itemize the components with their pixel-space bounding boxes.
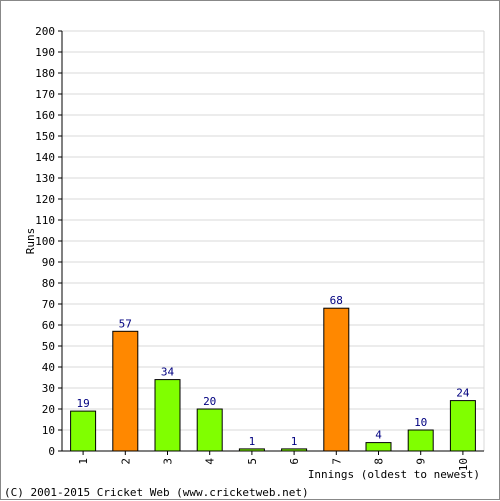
y-tick-label: 30	[42, 382, 55, 395]
data-label: 4	[375, 429, 382, 442]
bar	[70, 410, 97, 452]
y-tick-label: 50	[42, 340, 55, 353]
y-tick-label: 70	[42, 298, 55, 311]
y-tick-label: 90	[42, 256, 55, 269]
data-label: 34	[161, 366, 175, 379]
y-tick-label: 80	[42, 277, 55, 290]
y-tick-label: 0	[48, 445, 55, 458]
x-tick-label: 9	[415, 458, 428, 465]
data-label: 20	[203, 395, 216, 408]
y-tick-label: 160	[35, 109, 55, 122]
y-tick-label: 140	[35, 151, 55, 164]
data-label: 19	[76, 397, 89, 410]
bar	[281, 448, 308, 452]
bar	[323, 307, 350, 452]
x-tick-label: 10	[457, 458, 470, 471]
data-label: 1	[249, 435, 256, 448]
y-tick-label: 110	[35, 214, 55, 227]
y-tick-label: 130	[35, 172, 55, 185]
bar	[449, 400, 476, 452]
y-tick-label: 150	[35, 130, 55, 143]
bar	[154, 379, 181, 452]
data-label: 10	[414, 416, 427, 429]
axis-layer: 0102030405060708090100110120130140150160…	[35, 25, 484, 471]
y-tick-label: 200	[35, 25, 55, 38]
y-tick-label: 180	[35, 67, 55, 80]
grid-layer	[62, 30, 485, 451]
y-tick-label: 20	[42, 403, 55, 416]
data-label: 1	[291, 435, 298, 448]
y-tick-label: 120	[35, 193, 55, 206]
x-tick-label: 7	[330, 458, 343, 465]
data-label: 57	[119, 317, 132, 330]
x-tick-label: 4	[204, 458, 217, 465]
copyright-footer: (C) 2001-2015 Cricket Web (www.cricketwe…	[4, 486, 309, 499]
y-axis-label: Runs	[24, 228, 37, 255]
y-tick-label: 170	[35, 88, 55, 101]
bar	[365, 442, 392, 452]
y-tick-label: 40	[42, 361, 55, 374]
x-tick-label: 2	[119, 458, 132, 465]
y-tick-label: 100	[35, 235, 55, 248]
bar-layer	[70, 307, 476, 452]
y-tick-label: 10	[42, 424, 55, 437]
y-tick-label: 190	[35, 46, 55, 59]
x-tick-label: 8	[373, 458, 386, 465]
data-label: 24	[456, 387, 470, 400]
x-tick-label: 6	[288, 458, 301, 465]
bar	[196, 408, 223, 452]
y-tick-label: 60	[42, 319, 55, 332]
x-tick-label: 3	[162, 458, 175, 465]
x-tick-label: 5	[246, 458, 259, 465]
bar	[407, 429, 434, 452]
x-axis-label: Innings (oldest to newest)	[308, 468, 480, 481]
x-tick-label: 1	[77, 458, 90, 465]
label-layer: 19 57 34 20 1 1 68 4 10 24	[76, 294, 469, 448]
bar	[238, 448, 265, 452]
bar	[112, 330, 139, 452]
data-label: 68	[330, 294, 343, 307]
